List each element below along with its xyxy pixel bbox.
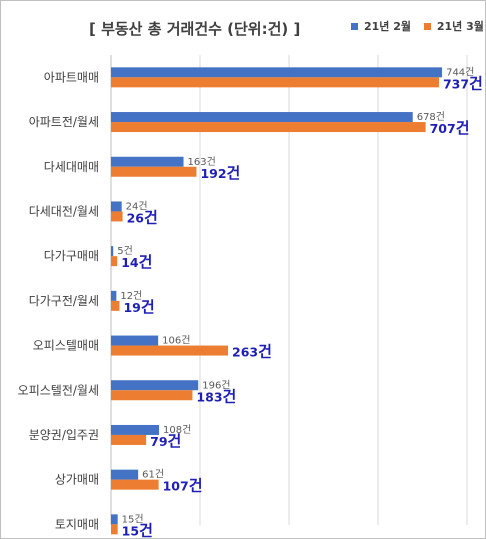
bar-feb — [111, 246, 114, 257]
bar-mar — [111, 300, 120, 311]
legend-label-mar: 21년 3월 — [436, 20, 484, 33]
legend-item-feb: 21년 2월 — [351, 18, 411, 34]
data-label-feb: 15건 — [122, 513, 144, 525]
bar-mar — [111, 211, 123, 222]
data-label-mar: 19건 — [123, 298, 154, 316]
bar-mar — [111, 77, 439, 88]
bar-feb — [111, 514, 118, 525]
data-label-feb: 163건 — [188, 156, 216, 168]
data-label-feb: 744건 — [446, 66, 474, 78]
bar-feb — [111, 156, 184, 167]
bar-feb — [111, 201, 122, 212]
data-label-mar: 737건 — [443, 74, 483, 92]
bar-mar — [111, 390, 193, 401]
category-label: 다가구매매 — [44, 249, 99, 263]
bar-feb — [111, 469, 139, 480]
category-label: 오피스텔전/월세 — [18, 383, 99, 397]
data-label-mar: 26건 — [127, 208, 158, 226]
chart-legend: 21년 2월 21년 3월 — [351, 18, 486, 34]
legend-label-feb: 21년 2월 — [364, 20, 412, 33]
category-label: 아파트전/월세 — [29, 115, 99, 129]
category-label: 다세대전/월세 — [29, 204, 99, 218]
data-label-mar: 15건 — [122, 521, 153, 538]
bar-mar — [111, 524, 118, 535]
bar-mar — [111, 122, 426, 133]
bar-feb — [111, 380, 199, 391]
bar-feb — [111, 424, 160, 435]
category-label: 분양권/입주권 — [29, 428, 99, 442]
data-label-feb: 24건 — [126, 200, 148, 212]
data-label-feb: 678건 — [417, 111, 445, 123]
data-label-feb: 12건 — [120, 290, 142, 302]
bar-feb — [111, 335, 159, 346]
data-label-feb: 106건 — [162, 335, 190, 347]
data-label-feb: 5건 — [117, 245, 133, 257]
bar-mar — [111, 434, 147, 445]
category-label: 토지매매 — [55, 517, 99, 531]
chart-title: [ 부동산 총 거래건수 (단위:건) ] — [89, 20, 301, 38]
data-label-mar: 107건 — [163, 477, 203, 495]
data-label-mar: 192건 — [200, 164, 240, 182]
bar-mar — [111, 345, 229, 356]
category-label: 오피스텔매매 — [33, 339, 99, 353]
data-label-feb: 108건 — [163, 424, 191, 436]
category-label: 다가구전/월세 — [29, 294, 99, 308]
bar-mar — [111, 479, 159, 490]
legend-swatch-mar — [423, 22, 431, 30]
bar-feb — [111, 112, 413, 123]
data-label-mar: 263건 — [232, 343, 272, 361]
bar-mar — [111, 166, 197, 177]
data-label-mar: 183건 — [196, 387, 236, 405]
data-label-mar: 14건 — [121, 253, 152, 271]
bar-mar — [111, 256, 118, 267]
data-label-feb: 196건 — [202, 379, 230, 391]
legend-item-mar: 21년 3월 — [423, 18, 484, 34]
category-label: 아파트매매 — [44, 70, 99, 84]
data-label-mar: 707건 — [430, 119, 470, 137]
bar-feb — [111, 67, 443, 78]
data-label-feb: 61건 — [142, 469, 164, 481]
category-label: 다세대매매 — [44, 160, 99, 174]
bar-feb — [111, 290, 117, 301]
data-label-mar: 79건 — [150, 432, 181, 450]
category-label: 상가매매 — [55, 473, 99, 487]
legend-swatch-feb — [351, 22, 358, 30]
